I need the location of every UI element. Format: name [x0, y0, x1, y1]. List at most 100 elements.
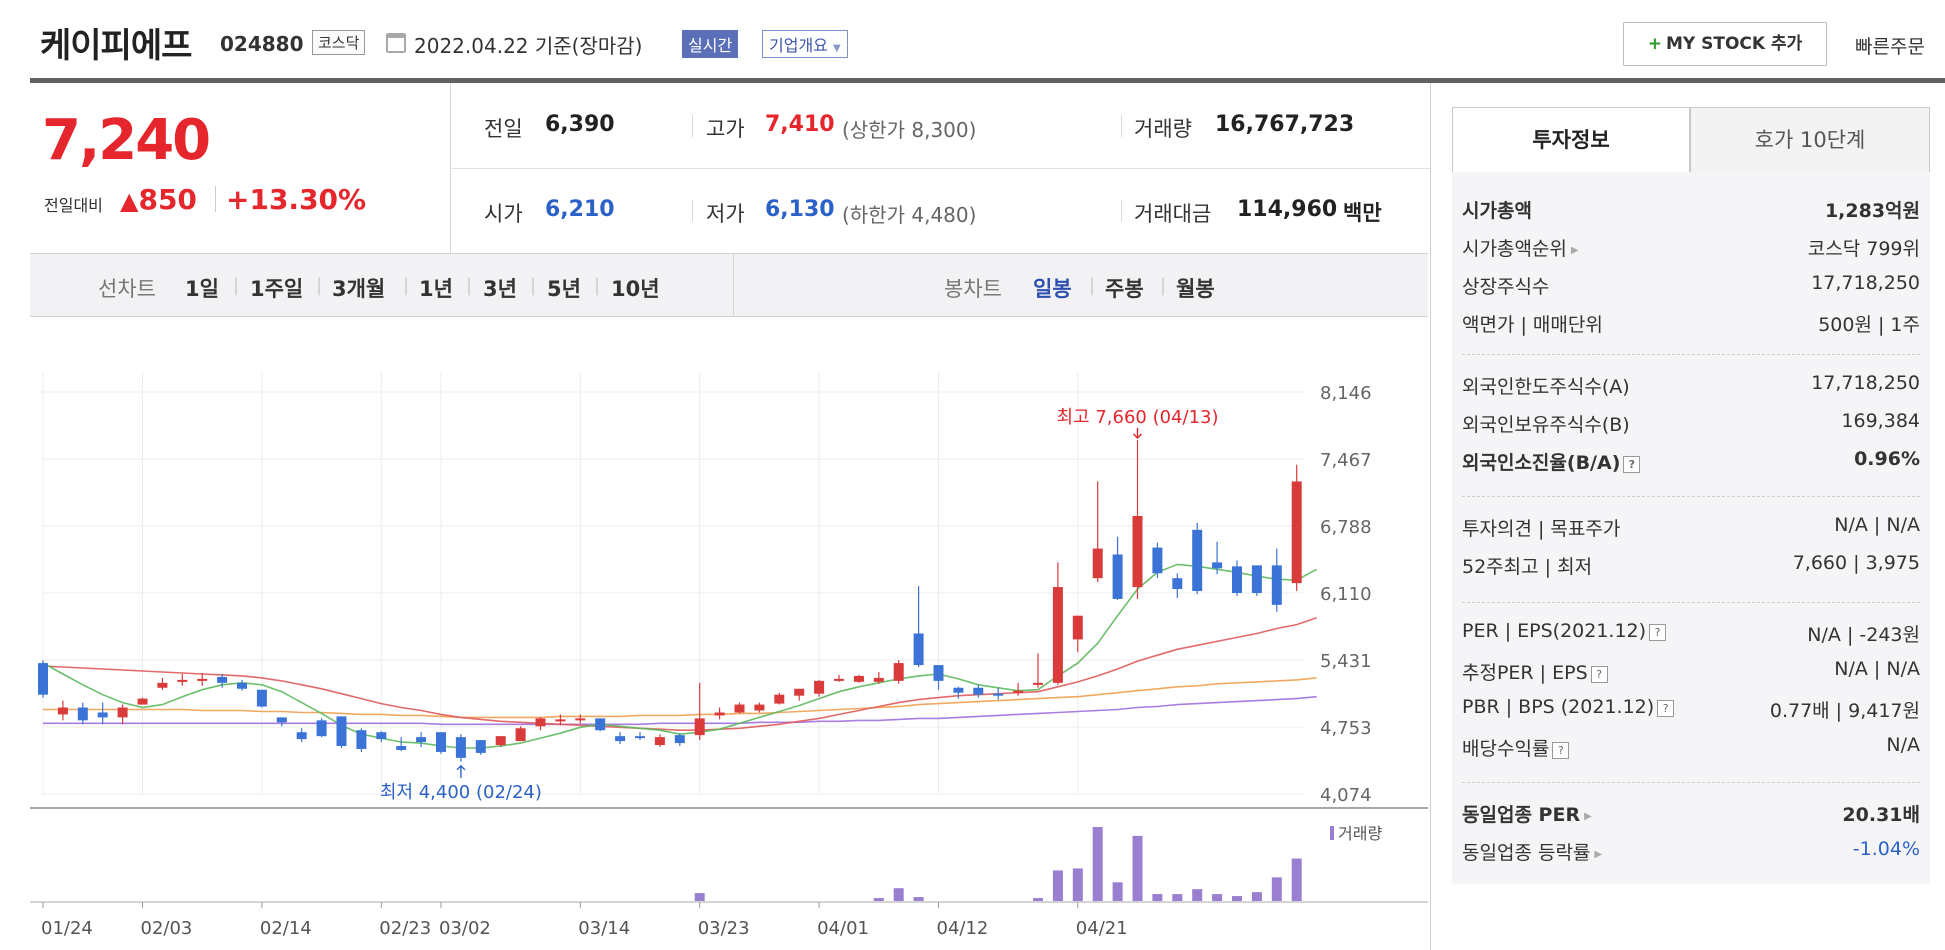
info-label-text: 외국인보유주식수(B)	[1462, 414, 1630, 436]
candle	[237, 682, 247, 689]
x-tick-label: 04/01	[817, 918, 869, 939]
price-diff-value: 850	[138, 183, 197, 216]
candle	[1271, 565, 1282, 605]
candle	[1072, 615, 1083, 640]
candle	[57, 707, 68, 715]
info-row: PER | EPS(2021.12)? N/A | -243원	[1462, 620, 1920, 656]
candle	[217, 676, 228, 683]
candle	[734, 704, 745, 713]
candle	[933, 665, 944, 681]
candle	[256, 689, 267, 707]
candle	[635, 736, 645, 739]
help-icon[interactable]: ?	[1649, 624, 1667, 641]
company-overview-dropdown[interactable]: 기업개요 ▼	[762, 30, 848, 58]
stock-chart[interactable]: 8,146 7,467 6,788 6,110 5,431 4,753 4,074 01/24…	[30, 340, 1430, 950]
y-tick-label: 6,788	[1320, 517, 1372, 538]
tab-quote-10[interactable]: 호가 10단계	[1690, 107, 1930, 173]
candle	[873, 677, 884, 682]
tab-invest-info[interactable]: 투자정보	[1452, 107, 1690, 173]
candle	[1172, 578, 1183, 590]
candle	[1212, 562, 1223, 569]
panel-divider	[1462, 782, 1920, 783]
add-mystock-button[interactable]: + MY STOCK 추가	[1623, 22, 1827, 66]
candle	[276, 717, 287, 723]
volume-bar	[913, 897, 924, 901]
quick-order-label: 빠른주문	[1855, 36, 1925, 58]
tab-10years[interactable]: 10년	[611, 277, 660, 301]
candle	[495, 736, 506, 746]
chevron-right-icon[interactable]: ▶	[1594, 849, 1603, 860]
candle	[893, 663, 904, 681]
tab-1day[interactable]: 1일	[185, 277, 219, 301]
candle	[97, 712, 108, 718]
candle	[296, 732, 307, 740]
tab-daily[interactable]: 일봉	[1033, 277, 1072, 301]
info-row-value: -1.04%	[1852, 838, 1920, 860]
tab-3months[interactable]: 3개월	[332, 277, 386, 301]
candle	[157, 682, 168, 688]
high-arrow-icon	[1133, 427, 1142, 439]
help-icon[interactable]: ?	[1657, 700, 1675, 717]
divider	[1121, 115, 1122, 137]
help-icon[interactable]: ?	[1590, 666, 1608, 683]
candle	[1192, 529, 1203, 592]
tab-5years[interactable]: 5년	[547, 277, 581, 301]
info-row-value: 0.77배 | 9,417원	[1769, 700, 1920, 722]
realtime-badge[interactable]: 실시간	[682, 30, 739, 58]
candle	[1291, 481, 1302, 584]
help-icon[interactable]: ?	[1623, 456, 1641, 473]
quick-order-button[interactable]: 빠른주문	[1855, 32, 1925, 59]
volume-bar	[1271, 877, 1282, 901]
divider	[1121, 200, 1122, 222]
y-tick-label: 5,431	[1320, 651, 1372, 672]
chevron-right-icon[interactable]: ▶	[1584, 811, 1592, 822]
stock-name: 케이피에프	[40, 26, 192, 66]
tab-monthly[interactable]: 월봉	[1176, 277, 1215, 301]
info-row-value: 1,283억원	[1824, 200, 1920, 222]
candle	[555, 719, 566, 722]
info-row: 액면가 | 매매단위 500원 | 1주	[1462, 310, 1920, 346]
upper-limit: (상한가 8,300)	[842, 118, 977, 142]
ma120-line	[43, 695, 1317, 726]
candle	[177, 679, 188, 682]
candle	[137, 698, 148, 705]
info-row-value: 169,384	[1841, 410, 1920, 432]
volume-bar	[1251, 892, 1262, 901]
candle	[794, 688, 805, 696]
tab-3years[interactable]: 3년	[483, 277, 517, 301]
divider	[692, 200, 693, 222]
info-row: 52주최고 | 최저 7,660 | 3,975	[1462, 552, 1920, 588]
chevron-right-icon[interactable]: ▶	[1570, 245, 1579, 256]
tab-1week[interactable]: 1주일	[250, 277, 304, 301]
candle	[1052, 587, 1063, 683]
candle	[1251, 565, 1262, 593]
candle	[953, 687, 964, 693]
y-tick-label: 4,753	[1320, 718, 1372, 739]
help-icon[interactable]: ?	[1552, 742, 1570, 759]
info-row-label: 시가총액순위 ▶	[1462, 234, 1579, 261]
date-basis: 2022.04.22 기준(장마감)	[414, 34, 643, 58]
info-row-value: N/A	[1886, 734, 1920, 756]
y-tick-label: 6,110	[1320, 584, 1372, 605]
volume-bar	[1132, 835, 1143, 901]
info-label-text: 동일업종 PER	[1462, 804, 1581, 826]
tab-weekly[interactable]: 주봉	[1105, 277, 1144, 301]
info-label-text: 액면가 | 매매단위	[1462, 314, 1603, 336]
low-arrow-icon	[456, 764, 466, 778]
candle	[38, 663, 48, 695]
info-row-label: 외국인한도주식수(A)	[1462, 372, 1630, 399]
info-row-value: N/A | N/A	[1834, 514, 1920, 536]
divider	[733, 254, 734, 316]
divider: |	[1089, 275, 1096, 296]
info-row-label: 시가총액	[1462, 196, 1532, 223]
info-row-label: 외국인소진율(B/A)?	[1462, 448, 1641, 475]
info-row: 외국인소진율(B/A)? 0.96%	[1462, 448, 1920, 484]
volume-bar	[1212, 894, 1223, 901]
lower-limit: (하한가 4,480)	[842, 203, 977, 227]
candle	[77, 707, 88, 721]
candle	[834, 678, 844, 681]
tab-1year[interactable]: 1년	[419, 277, 453, 301]
low-label: 저가	[706, 202, 745, 226]
ma20-line	[42, 616, 1317, 731]
price-diff: ▲850	[120, 183, 197, 216]
